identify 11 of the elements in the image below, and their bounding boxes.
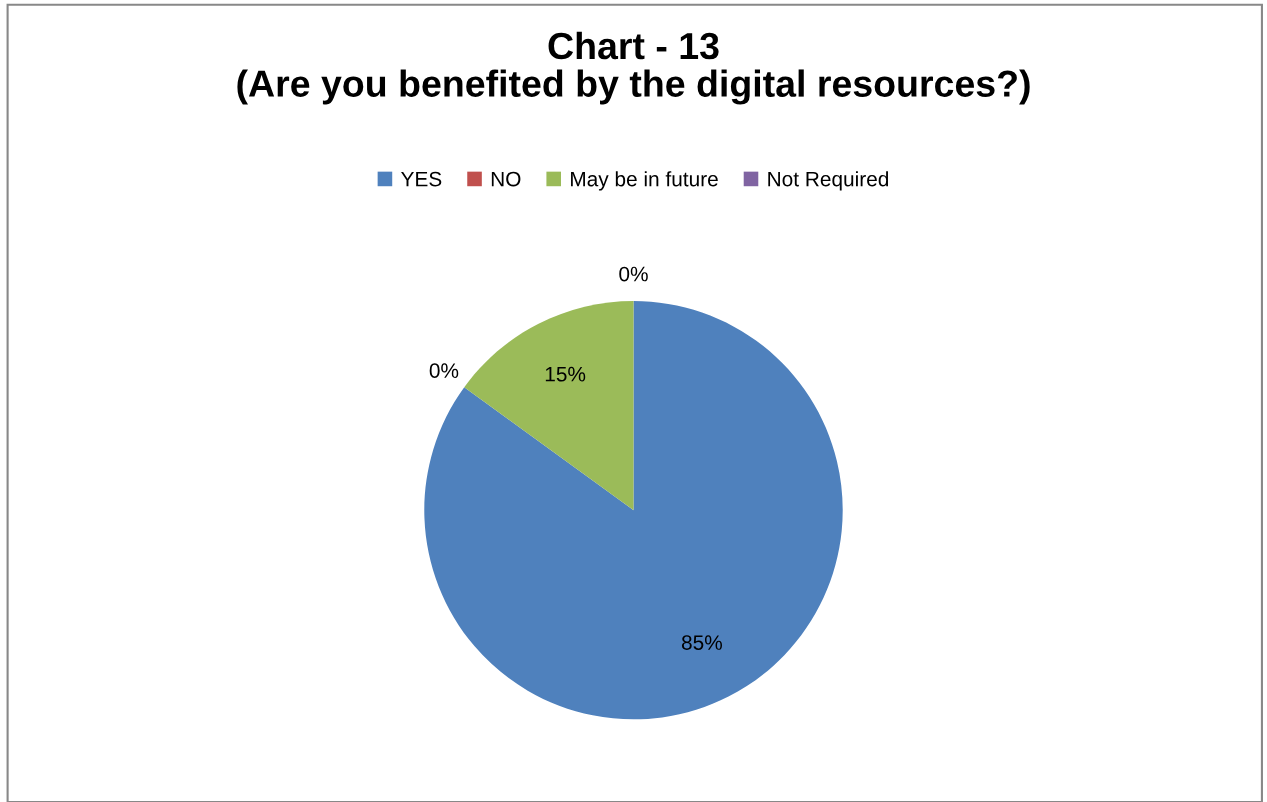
data-label: 15% (545, 366, 586, 382)
data-label: 85% (681, 635, 722, 650)
chart-title: Chart - 13 (Are you benefited by the digital resources?) (237, 31, 1030, 105)
text: 0% (429, 363, 459, 378)
legend-label: NO (491, 171, 521, 187)
legend-label: Not Required (768, 171, 889, 191)
pie-slice (464, 300, 634, 511)
legend-label: YES (401, 171, 442, 187)
legend-label: May be in future (571, 171, 718, 191)
pie-slice (424, 300, 843, 720)
text: 0% (619, 266, 648, 282)
